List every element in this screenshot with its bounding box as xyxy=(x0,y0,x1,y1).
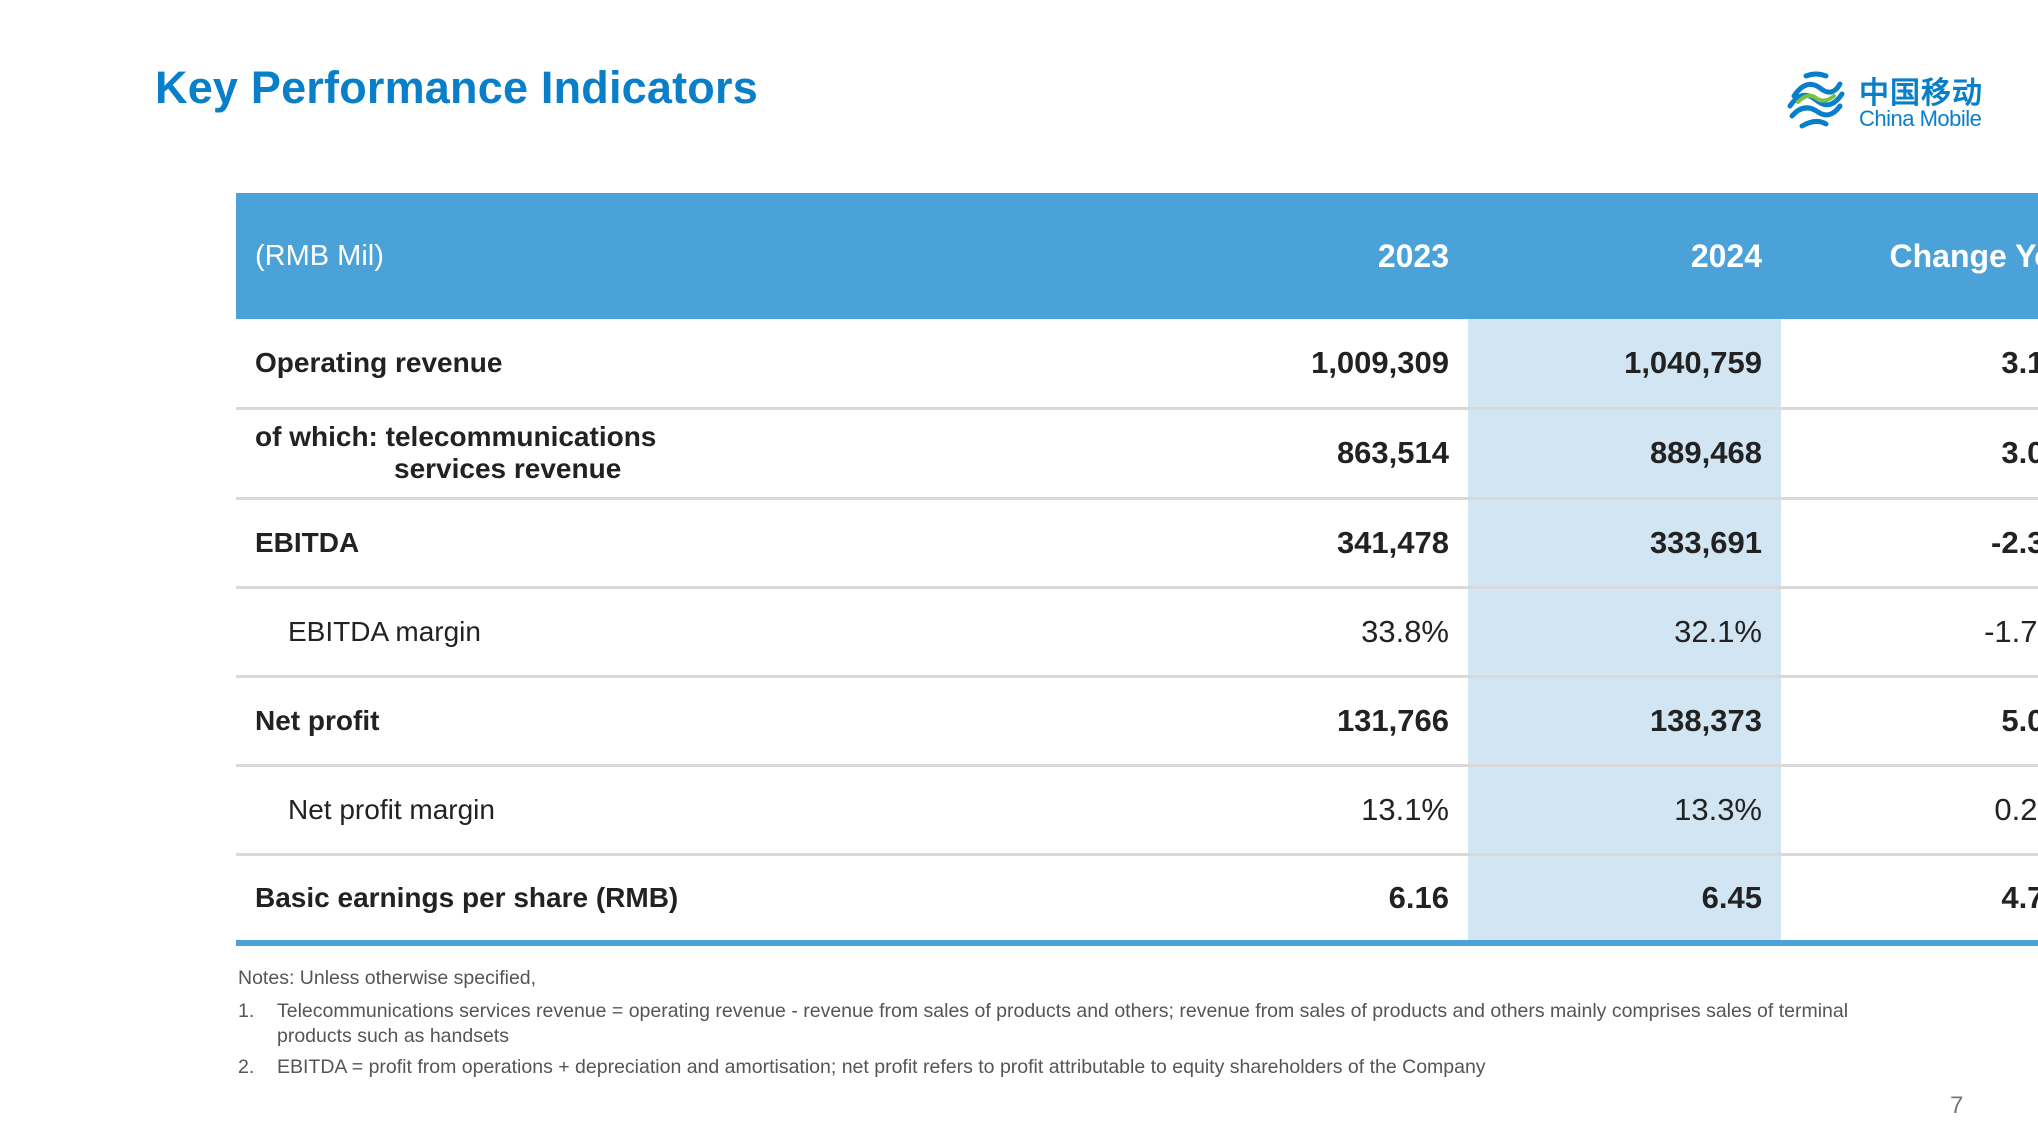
note-number: 1. xyxy=(238,1000,255,1022)
row-label: Net profit margin xyxy=(236,765,1155,856)
table-row-basic-eps: Basic earnings per share (RMB) 6.16 6.45… xyxy=(236,854,2038,946)
row-label-line-2: services revenue xyxy=(394,453,622,484)
value-change: -2.3% xyxy=(1781,498,2038,589)
value-2024: 13.3% xyxy=(1468,765,1781,856)
value-change: -1.7pp xyxy=(1781,587,2038,678)
table-row-ebitda-margin: EBITDA margin 33.8% 32.1% -1.7pp xyxy=(236,587,2038,678)
page-number: 7 xyxy=(1950,1092,1964,1119)
table-row-telecom-services-revenue: of which: telecommunications services re… xyxy=(236,408,2038,500)
note-text: Telecommunications services revenue = op… xyxy=(277,1000,1849,1047)
note-number: 2. xyxy=(238,1056,255,1078)
footnotes: Notes: Unless otherwise specified, 1. Te… xyxy=(238,966,1858,1086)
value-2023: 131,766 xyxy=(1155,676,1468,767)
value-2024: 32.1% xyxy=(1468,587,1781,678)
row-label: Operating revenue xyxy=(236,319,1155,410)
china-mobile-logo: 中国移动 China Mobile xyxy=(1782,64,2002,138)
value-2023: 6.16 xyxy=(1155,854,1468,946)
table-row-operating-revenue: Operating revenue 1,009,309 1,040,759 3.… xyxy=(236,319,2038,410)
value-change: 0.2pp xyxy=(1781,765,2038,856)
value-change: 3.0% xyxy=(1781,408,2038,500)
value-2024: 138,373 xyxy=(1468,676,1781,767)
logo-text-cn: 中国移动 xyxy=(1859,76,1983,111)
value-2023: 341,478 xyxy=(1155,498,1468,589)
value-2024: 889,468 xyxy=(1468,408,1781,500)
note-text: EBITDA = profit from operations + deprec… xyxy=(277,1056,1486,1078)
unit-header: (RMB Mil) xyxy=(255,239,384,272)
kpi-table: (RMB Mil) 2023 2024 Change YoY Operating… xyxy=(236,193,2038,946)
page-title: Key Performance Indicators xyxy=(155,62,758,113)
china-mobile-swirl-icon xyxy=(1787,71,1845,129)
table-row-net-profit: Net profit 131,766 138,373 5.0% xyxy=(236,676,2038,767)
table-row-net-profit-margin: Net profit margin 13.1% 13.3% 0.2pp xyxy=(236,765,2038,856)
row-label: of which: telecommunications services re… xyxy=(236,408,1155,500)
value-2023: 33.8% xyxy=(1155,587,1468,678)
logo-text-en: China Mobile xyxy=(1859,106,1982,131)
row-label-line-1: of which: telecommunications xyxy=(255,421,657,452)
year-2023-header: 2023 xyxy=(1377,237,1449,274)
value-2024: 6.45 xyxy=(1468,854,1781,946)
change-yoy-header: Change YoY xyxy=(1889,237,2038,274)
row-label: EBITDA margin xyxy=(236,587,1155,678)
notes-heading: Notes: Unless otherwise specified, xyxy=(238,967,537,989)
row-label: EBITDA xyxy=(236,498,1155,589)
value-change: 5.0% xyxy=(1781,676,2038,767)
value-2024: 1,040,759 xyxy=(1468,319,1781,410)
note-item: 2. EBITDA = profit from operations + dep… xyxy=(238,1055,1858,1080)
row-label: Net profit xyxy=(236,676,1155,767)
value-change: 4.7% xyxy=(1781,854,2038,946)
row-label: Basic earnings per share (RMB) xyxy=(236,854,1155,946)
note-item: 1. Telecommunications services revenue =… xyxy=(238,999,1858,1049)
table-row-ebitda: EBITDA 341,478 333,691 -2.3% xyxy=(236,498,2038,589)
table-header-row: (RMB Mil) 2023 2024 Change YoY xyxy=(236,193,2038,319)
value-2023: 863,514 xyxy=(1155,408,1468,500)
value-2023: 1,009,309 xyxy=(1155,319,1468,410)
value-2023: 13.1% xyxy=(1155,765,1468,856)
value-change: 3.1% xyxy=(1781,319,2038,410)
year-2024-header: 2024 xyxy=(1690,237,1762,274)
value-2024: 333,691 xyxy=(1468,498,1781,589)
